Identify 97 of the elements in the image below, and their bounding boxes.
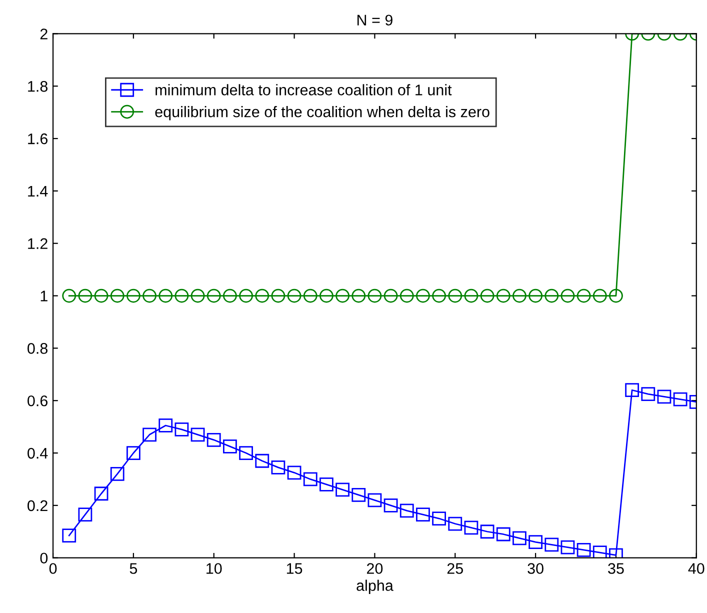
y-tick-label: 0 [40,552,48,564]
y-tick-label: 0.8 [28,343,48,354]
point [592,288,607,303]
point [239,288,253,303]
point [320,288,334,303]
point [576,288,591,303]
x-tick-label: 20 [366,563,383,574]
point [158,288,173,303]
point [206,288,221,303]
point [448,288,462,303]
point [448,516,462,531]
point [368,288,382,303]
point [174,422,189,436]
point [512,288,526,303]
point [78,508,92,522]
point [174,288,189,303]
point [592,546,607,558]
y-tick-label: 0.2 [28,500,48,512]
point [657,390,672,404]
point [480,288,494,303]
point [239,446,253,460]
point [432,288,446,303]
point [673,392,688,406]
point [287,466,302,480]
point [384,498,398,512]
point [368,493,382,508]
point [400,288,414,303]
point [416,508,430,522]
point [464,288,478,303]
chart-title: N = 9 [357,14,392,26]
point [223,288,237,303]
point [94,486,108,501]
point [303,472,318,486]
x-tick-label: 5 [130,563,138,574]
point [271,288,286,303]
point [303,288,318,303]
point [62,528,76,542]
x-tick-label: 0 [49,563,57,574]
point [512,531,526,546]
x-axis-title: alpha [356,580,394,594]
point [544,288,559,303]
x-tick-label: 10 [206,563,222,574]
y-tick-label: 1 [40,290,48,302]
x-tick-label: 35 [608,563,624,574]
point [255,454,270,468]
x-tick-label: 15 [286,563,302,574]
point [528,535,542,550]
point [528,288,542,303]
point [255,288,270,303]
point [464,520,478,535]
point [625,383,640,398]
point [206,432,221,447]
x-tick-label: 40 [688,563,704,574]
legend-label: equilibrium size of the coalition when delta is zero [155,106,490,120]
point [384,288,398,303]
point [110,467,124,481]
point [416,288,430,303]
point [126,288,140,303]
point [560,540,575,554]
y-tick-label: 1.8 [28,80,48,92]
point [78,288,92,303]
point [400,504,414,518]
point [496,288,510,303]
point [641,387,656,401]
point [110,288,124,303]
point [560,288,575,303]
point [62,288,76,303]
point [126,446,140,460]
point [142,288,156,303]
point [352,488,366,502]
point [158,418,173,432]
point [320,478,334,492]
point [609,288,623,303]
y-tick-label: 1.4 [28,186,48,196]
y-tick-label: 2 [40,28,48,40]
point [190,428,205,442]
point [94,288,108,303]
point [480,524,494,539]
point [576,543,591,557]
point [336,482,350,497]
x-tick-label: 30 [528,563,544,574]
x-tick-label: 25 [447,563,463,574]
y-tick-label: 0.4 [28,448,48,459]
point [271,460,286,474]
point [190,288,205,303]
point [544,538,559,552]
point [142,428,156,442]
y-tick-label: 0.6 [28,395,48,406]
y-tick-label: 1.2 [28,238,48,249]
point [432,512,446,526]
point [223,440,237,454]
point [496,527,510,542]
point [287,288,302,303]
point [336,288,350,303]
legend-label: minimum delta to increase coalition of 1 unit [156,84,452,96]
point [352,288,366,303]
y-tick-label: 1.6 [28,133,48,144]
